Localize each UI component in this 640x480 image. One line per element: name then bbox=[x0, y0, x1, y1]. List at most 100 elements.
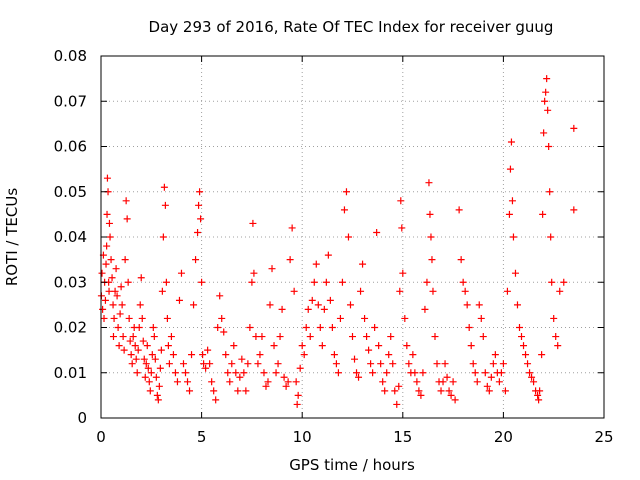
data-point bbox=[346, 301, 354, 309]
data-point bbox=[140, 355, 148, 363]
data-point bbox=[152, 373, 160, 381]
axis-ticks bbox=[100, 55, 605, 419]
data-point bbox=[103, 242, 111, 250]
data-point bbox=[377, 360, 385, 368]
data-point bbox=[349, 333, 356, 341]
data-point bbox=[121, 256, 129, 264]
data-point bbox=[334, 369, 342, 377]
data-point bbox=[318, 342, 326, 350]
data-point bbox=[218, 314, 226, 322]
data-point bbox=[142, 360, 150, 368]
y-tick-label: 0.03 bbox=[54, 273, 87, 291]
data-point bbox=[256, 351, 264, 359]
data-point bbox=[105, 287, 113, 295]
y-tick-labels: 0 0.01 0.02 0.03 0.04 0.05 0.06 0.07 0.08 bbox=[54, 47, 87, 427]
data-point bbox=[421, 305, 429, 313]
x-tick-label: 10 bbox=[293, 428, 312, 446]
data-point bbox=[314, 301, 322, 309]
data-point bbox=[184, 378, 192, 386]
data-point bbox=[248, 278, 256, 286]
data-point bbox=[158, 287, 166, 295]
data-point bbox=[106, 233, 114, 241]
data-point bbox=[114, 324, 122, 331]
data-point bbox=[505, 210, 513, 218]
data-point bbox=[417, 391, 425, 399]
data-point bbox=[552, 333, 560, 341]
data-point bbox=[367, 360, 375, 368]
data-point bbox=[363, 333, 371, 341]
data-point bbox=[118, 301, 126, 309]
data-point bbox=[212, 396, 220, 404]
data-point bbox=[543, 75, 551, 83]
data-point bbox=[240, 369, 248, 377]
data-point bbox=[270, 342, 278, 350]
data-point bbox=[554, 342, 562, 350]
data-point bbox=[306, 333, 314, 341]
data-point bbox=[129, 333, 137, 341]
data-point bbox=[195, 201, 203, 209]
data-point bbox=[102, 260, 110, 268]
data-point bbox=[447, 391, 455, 399]
data-point bbox=[413, 378, 421, 386]
data-point bbox=[536, 387, 544, 395]
data-point bbox=[105, 219, 113, 227]
data-point bbox=[122, 197, 130, 205]
data-point bbox=[433, 360, 441, 368]
data-point bbox=[449, 378, 457, 386]
data-point bbox=[280, 373, 288, 381]
data-point bbox=[477, 314, 485, 322]
data-point bbox=[198, 278, 206, 286]
data-point bbox=[308, 296, 316, 304]
data-point bbox=[282, 382, 290, 390]
data-point bbox=[393, 400, 401, 408]
data-point bbox=[234, 387, 242, 395]
data-point bbox=[542, 88, 550, 96]
data-point bbox=[147, 369, 155, 377]
data-point bbox=[312, 260, 320, 268]
y-tick-label: 0.01 bbox=[54, 364, 87, 382]
data-point bbox=[336, 314, 344, 322]
data-point bbox=[515, 324, 523, 331]
data-point bbox=[123, 215, 131, 223]
data-point bbox=[489, 360, 497, 368]
data-point bbox=[103, 210, 111, 218]
data-point bbox=[538, 351, 546, 359]
data-point bbox=[107, 256, 115, 264]
data-point bbox=[355, 373, 363, 381]
data-point bbox=[144, 364, 152, 372]
data-point bbox=[126, 337, 134, 345]
data-point bbox=[230, 342, 238, 350]
data-point bbox=[547, 233, 555, 241]
data-point bbox=[134, 346, 142, 354]
data-point bbox=[274, 360, 282, 368]
data-point bbox=[208, 378, 216, 386]
data-point bbox=[556, 287, 564, 295]
data-point bbox=[328, 324, 336, 331]
data-point bbox=[108, 274, 116, 282]
data-point bbox=[117, 283, 125, 291]
data-point bbox=[361, 314, 369, 322]
data-point bbox=[373, 228, 381, 236]
data-point bbox=[298, 342, 306, 350]
data-point bbox=[111, 287, 119, 295]
data-point bbox=[497, 369, 505, 377]
data-point bbox=[316, 324, 324, 331]
data-point bbox=[192, 256, 200, 264]
data-point bbox=[169, 351, 177, 359]
data-point bbox=[455, 206, 463, 214]
data-point bbox=[131, 342, 139, 350]
data-point bbox=[520, 342, 528, 350]
data-point bbox=[411, 369, 419, 377]
data-point bbox=[186, 387, 194, 395]
data-point bbox=[540, 129, 548, 137]
data-point bbox=[409, 351, 417, 359]
data-point bbox=[403, 342, 411, 350]
data-point bbox=[560, 278, 568, 286]
data-point bbox=[535, 396, 543, 404]
data-point bbox=[292, 378, 300, 386]
data-point bbox=[530, 378, 538, 386]
data-point bbox=[188, 351, 196, 359]
data-point bbox=[109, 333, 117, 341]
data-point bbox=[260, 369, 268, 377]
data-point bbox=[518, 333, 526, 341]
